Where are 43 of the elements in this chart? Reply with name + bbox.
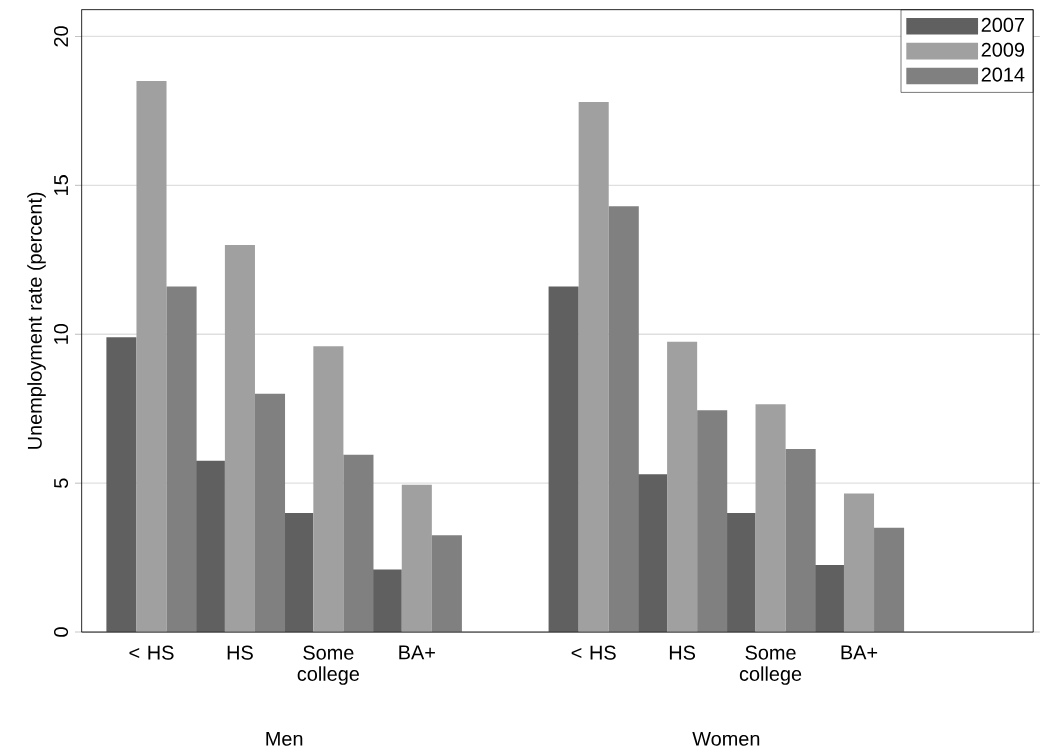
bar — [431, 535, 462, 632]
bar — [343, 454, 374, 632]
legend-label: 2007 — [981, 17, 1024, 32]
bar — [667, 341, 698, 632]
y-tick-label: 15 — [54, 174, 69, 195]
bar — [313, 345, 344, 632]
y-tick-label: 0 — [54, 627, 69, 637]
bar — [194, 460, 225, 632]
x-tick-label: < HS — [571, 645, 616, 660]
legend-label: 2014 — [981, 67, 1025, 82]
x-tick-label: BA+ — [841, 645, 878, 660]
x-tick-label: Some college — [739, 645, 802, 685]
bar — [785, 448, 816, 632]
bar — [401, 484, 432, 632]
bar — [637, 474, 668, 632]
bar — [697, 409, 728, 632]
x-tick-label: < HS — [129, 645, 174, 660]
bar — [254, 393, 286, 632]
bar — [224, 244, 255, 632]
bar — [843, 493, 875, 632]
bar — [874, 527, 905, 632]
x-tick-label: Some college — [297, 645, 360, 685]
legend-label: 2009 — [981, 42, 1025, 57]
y-tick-label: 10 — [54, 323, 69, 344]
x-tick-label: HS — [669, 645, 696, 660]
bar — [371, 569, 402, 632]
bar — [755, 404, 786, 632]
bar — [166, 286, 197, 632]
bar — [548, 286, 579, 632]
bar — [106, 337, 137, 632]
y-tick-label: 20 — [54, 25, 69, 47]
bar — [283, 512, 314, 632]
x-tick-label: HS — [227, 645, 253, 660]
bar — [578, 101, 609, 632]
text: Women — [692, 731, 760, 746]
bar — [813, 564, 844, 632]
bar — [608, 205, 639, 632]
text: Men — [266, 731, 303, 746]
bar — [725, 512, 756, 632]
y-tick-label: 5 — [54, 478, 69, 488]
y-axis-title: Unemployment rate (percent) — [27, 192, 46, 449]
x-tick-label: BA+ — [399, 645, 435, 660]
bar — [136, 80, 167, 632]
